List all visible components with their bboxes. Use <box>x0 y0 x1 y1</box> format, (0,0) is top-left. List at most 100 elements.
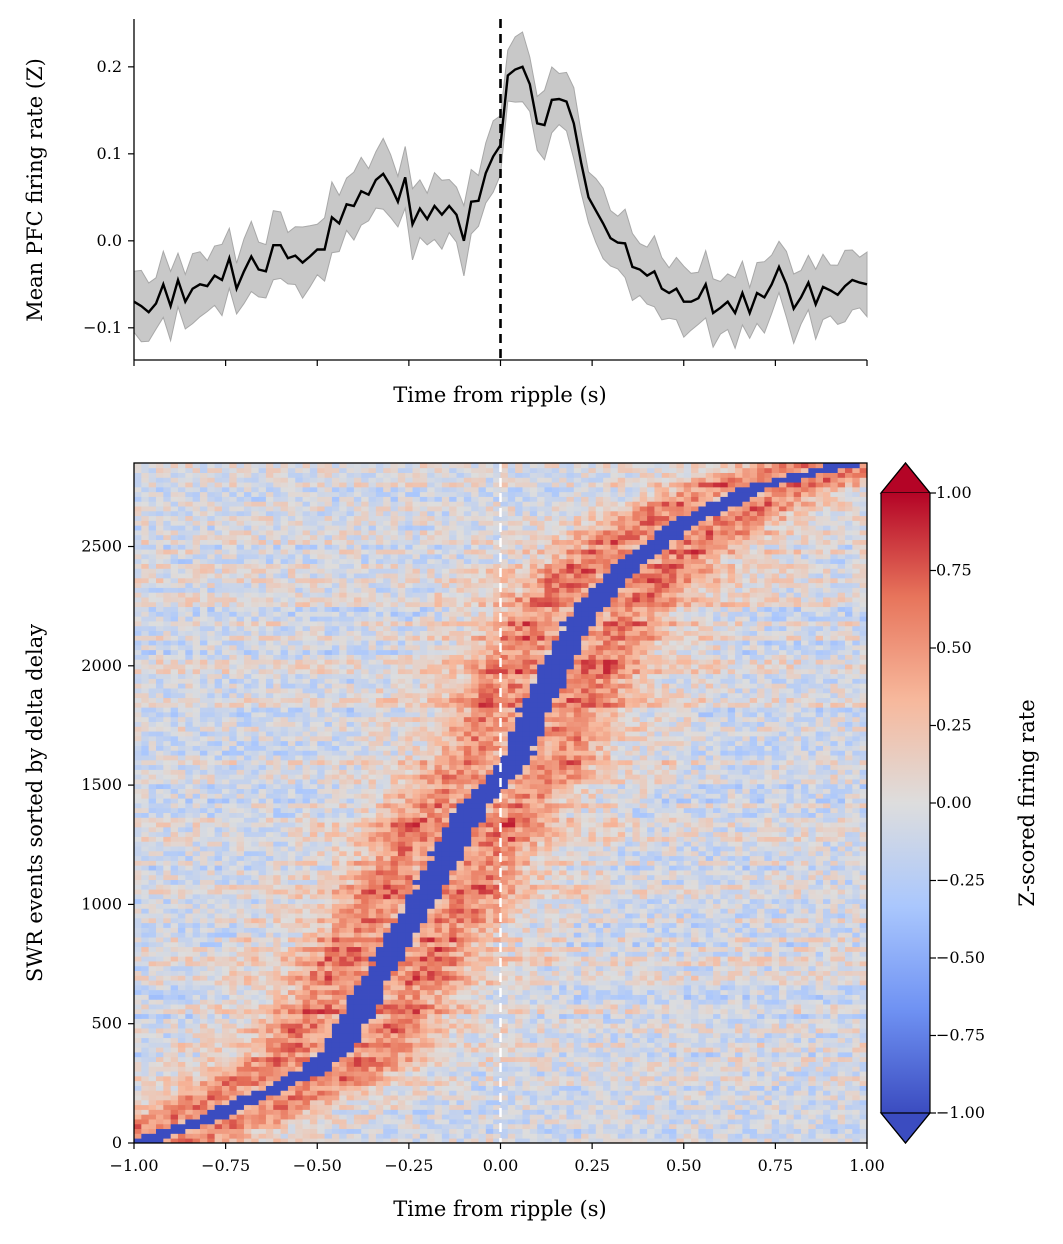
heatmap-cell <box>530 1028 538 1033</box>
heatmap-cell <box>596 951 604 956</box>
heatmap-cell <box>596 1014 604 1019</box>
heatmap-cell <box>376 1047 384 1052</box>
heatmap-cell <box>816 928 824 933</box>
heatmap-cell <box>757 1090 765 1095</box>
heatmap-cell <box>442 1004 450 1009</box>
heatmap-cell <box>618 975 626 980</box>
heatmap-cell <box>185 942 193 947</box>
heatmap-cell <box>566 961 574 966</box>
heatmap-cell <box>632 918 640 923</box>
heatmap-cell <box>501 1042 509 1047</box>
heatmap-cell <box>420 908 428 913</box>
heatmap-cell <box>735 1018 743 1023</box>
heatmap-cell <box>325 942 333 947</box>
heatmap-cell <box>141 947 149 952</box>
heatmap-cell <box>303 1100 311 1105</box>
heatmap-cell <box>354 942 362 947</box>
heatmap-cell <box>706 908 714 913</box>
heatmap-cell <box>383 932 391 937</box>
heatmap-cell <box>786 995 794 1000</box>
heatmap-cell <box>376 995 384 1000</box>
heatmap-cell <box>310 1057 318 1062</box>
heatmap-cell <box>508 932 516 937</box>
heatmap-cell <box>618 1018 626 1023</box>
heatmap-cell <box>383 975 391 980</box>
heatmap-cell <box>185 904 193 909</box>
heatmap-cell <box>852 1100 860 1105</box>
heatmap-cell <box>207 1090 215 1095</box>
heatmap-cell <box>398 937 406 942</box>
heatmap-cell <box>706 1095 714 1100</box>
heatmap-cell <box>698 1129 706 1134</box>
heatmap-cell <box>405 1062 413 1067</box>
heatmap-cell <box>251 1100 259 1105</box>
heatmap-cell <box>398 956 406 961</box>
heatmap-cell <box>464 928 472 933</box>
heatmap-cell <box>522 1038 530 1043</box>
heatmap-cell <box>288 913 296 918</box>
heatmap-cell <box>310 918 318 923</box>
heatmap-cell <box>530 1109 538 1114</box>
heatmap-cell <box>632 1004 640 1009</box>
heatmap-cell <box>413 966 421 971</box>
heatmap-cell <box>728 1028 736 1033</box>
heatmap-cell <box>647 951 655 956</box>
heatmap-cell <box>742 1086 750 1091</box>
heatmap-cell <box>764 913 772 918</box>
heatmap-cell <box>310 1081 318 1086</box>
heatmap-cell <box>376 1023 384 1028</box>
heatmap-cell <box>171 1100 179 1105</box>
heatmap-cell <box>347 1047 355 1052</box>
heatmap-cell <box>171 1105 179 1110</box>
heatmap-cell <box>823 1057 831 1062</box>
heatmap-cell <box>339 1081 347 1086</box>
heatmap-cell <box>816 975 824 980</box>
heatmap-cell <box>845 908 853 913</box>
heatmap-cell <box>325 908 333 913</box>
heatmap-cell <box>588 1086 596 1091</box>
heatmap-cell <box>273 1023 281 1028</box>
heatmap-cell <box>163 1033 171 1038</box>
heatmap-cell <box>273 1086 281 1091</box>
heatmap-cell <box>398 1109 406 1114</box>
heatmap-cell <box>200 1057 208 1062</box>
heatmap-cell <box>669 1042 677 1047</box>
heatmap-cell <box>852 1090 860 1095</box>
heatmap-cell <box>566 1057 574 1062</box>
heatmap-cell <box>479 1042 487 1047</box>
heatmap-cell <box>750 923 758 928</box>
heatmap-cell <box>229 913 237 918</box>
heatmap-cell <box>845 1014 853 1019</box>
heatmap-cell <box>786 985 794 990</box>
heatmap-cell <box>193 1071 201 1076</box>
heatmap-cell <box>544 1114 552 1119</box>
heatmap-cell <box>691 913 699 918</box>
heatmap-cell <box>838 1129 846 1134</box>
heatmap-cell <box>581 961 589 966</box>
heatmap-cell <box>259 1047 267 1052</box>
heatmap-cell <box>706 985 714 990</box>
heatmap-cell <box>757 951 765 956</box>
heatmap-cell <box>339 908 347 913</box>
heatmap-cell <box>149 1114 157 1119</box>
heatmap-cell <box>559 975 567 980</box>
heatmap-cell <box>750 928 758 933</box>
heatmap-cell <box>669 932 677 937</box>
heatmap-cell <box>735 995 743 1000</box>
heatmap-cell <box>222 947 230 952</box>
heatmap-cell <box>515 1090 523 1095</box>
heatmap-cell <box>266 1047 274 1052</box>
heatmap-cell <box>185 1100 193 1105</box>
heatmap-cell <box>266 913 274 918</box>
heatmap-cell <box>273 1047 281 1052</box>
heatmap-cell <box>691 1081 699 1086</box>
heatmap-cell <box>185 961 193 966</box>
heatmap-cell <box>794 980 802 985</box>
heatmap-cell <box>281 1133 289 1138</box>
heatmap-cell <box>823 1004 831 1009</box>
heatmap-cell <box>237 1062 245 1067</box>
heatmap-cell <box>530 1033 538 1038</box>
heatmap-cell <box>134 1018 142 1023</box>
heatmap-cell <box>383 923 391 928</box>
heatmap-cell <box>530 999 538 1004</box>
